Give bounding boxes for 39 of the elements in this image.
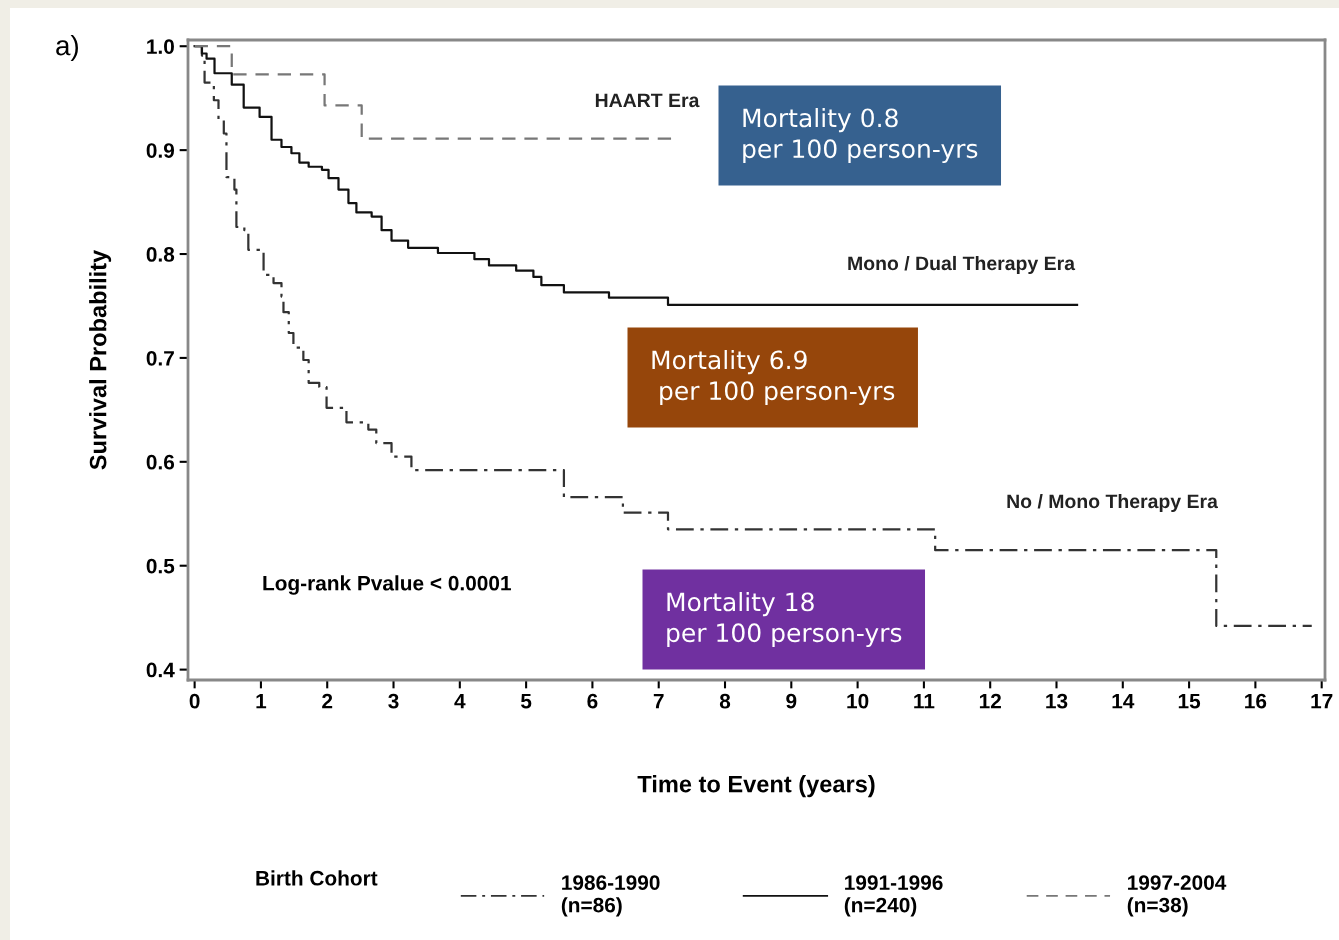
x-axis-title: Time to Event (years) xyxy=(637,775,875,798)
annotation: Log-rank Pvalue < 0.0001 xyxy=(263,575,511,595)
x-tick-label: 8 xyxy=(719,693,731,709)
x-tick-label: 17 xyxy=(1311,693,1333,709)
y-tick-label: 0.4 xyxy=(146,662,175,678)
text: a) xyxy=(56,35,78,61)
y-tick-label: 0.6 xyxy=(146,454,175,470)
x-tick-label: 5 xyxy=(520,693,532,709)
x-tick-label: 10 xyxy=(847,693,869,709)
legend-title: Birth Cohort xyxy=(256,870,378,886)
annotation: HAART Era xyxy=(595,93,700,108)
x-tick-label: 14 xyxy=(1112,693,1135,709)
x-tick-label: 9 xyxy=(786,693,797,709)
x-tick-label: 7 xyxy=(653,693,664,709)
y-axis-title: Survival Probability xyxy=(89,249,112,470)
x-tick-label: 0 xyxy=(189,693,200,709)
y-tick-label: 0.8 xyxy=(146,247,175,262)
x-tick-label: 16 xyxy=(1245,693,1267,709)
x-tick-label: 1 xyxy=(256,693,267,709)
x-tick-label: 12 xyxy=(979,693,1001,709)
y-tick-label: 1.0 xyxy=(147,39,174,54)
y-tick-label: 0.9 xyxy=(146,143,175,158)
x-tick-label: 11 xyxy=(914,693,935,709)
y-tick-label: 0.5 xyxy=(146,558,175,574)
x-tick-label: 6 xyxy=(587,693,598,709)
x-tick-label: 2 xyxy=(322,693,333,709)
annotation: Mortality 18 per 100 person-yrs xyxy=(667,591,902,648)
annotation: Mortality 0.8 per 100 person-yrs xyxy=(743,107,978,164)
annotation: Mono / Dual Therapy Era xyxy=(848,255,1076,275)
legend-label: 1997-2004 (n=38) xyxy=(1127,875,1227,917)
annotation: Mortality 6.9 per 100 person-yrs xyxy=(652,349,895,406)
x-tick-label: 4 xyxy=(454,693,466,709)
y-tick-label: 0.7 xyxy=(146,350,174,366)
x-tick-label: 3 xyxy=(388,693,399,709)
legend-label: 1986-1990 (n=86) xyxy=(561,875,660,917)
x-tick-label: 15 xyxy=(1178,693,1201,709)
x-tick-label: 13 xyxy=(1046,693,1068,709)
annotation: No / Mono Therapy Era xyxy=(1007,493,1219,513)
legend-label: 1991-1996 (n=240) xyxy=(844,875,943,917)
